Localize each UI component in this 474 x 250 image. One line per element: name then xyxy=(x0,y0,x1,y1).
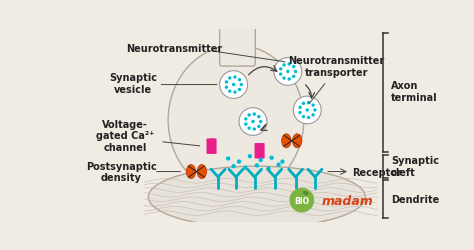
Text: BIO: BIO xyxy=(294,196,310,205)
Circle shape xyxy=(288,78,291,81)
Ellipse shape xyxy=(282,134,291,148)
Circle shape xyxy=(243,166,247,170)
FancyBboxPatch shape xyxy=(219,28,255,67)
Circle shape xyxy=(237,160,241,164)
Text: Voltage-
gated Ca²⁺
channel: Voltage- gated Ca²⁺ channel xyxy=(96,119,155,152)
Circle shape xyxy=(232,84,235,87)
Circle shape xyxy=(307,101,310,105)
Text: Synaptic
cleft: Synaptic cleft xyxy=(391,156,439,177)
Circle shape xyxy=(233,76,237,80)
Text: Neurotransmitter: Neurotransmitter xyxy=(126,44,222,54)
Circle shape xyxy=(276,163,281,167)
Circle shape xyxy=(247,127,251,130)
Circle shape xyxy=(280,160,284,164)
Circle shape xyxy=(259,120,263,124)
Circle shape xyxy=(228,90,231,94)
Circle shape xyxy=(302,102,305,106)
FancyBboxPatch shape xyxy=(255,144,262,159)
Circle shape xyxy=(259,158,263,162)
Circle shape xyxy=(248,154,252,159)
Circle shape xyxy=(257,116,261,119)
Circle shape xyxy=(225,86,228,90)
Circle shape xyxy=(269,156,274,160)
Circle shape xyxy=(238,88,241,92)
Circle shape xyxy=(307,116,310,120)
Circle shape xyxy=(231,164,236,169)
Circle shape xyxy=(286,70,290,74)
Ellipse shape xyxy=(186,165,196,179)
Circle shape xyxy=(292,75,295,79)
Text: Postsynaptic
density: Postsynaptic density xyxy=(86,161,156,183)
Circle shape xyxy=(311,104,315,107)
Circle shape xyxy=(292,66,295,69)
Circle shape xyxy=(283,64,286,67)
Circle shape xyxy=(239,84,243,87)
Ellipse shape xyxy=(168,46,304,195)
Circle shape xyxy=(239,108,267,136)
Circle shape xyxy=(294,70,297,74)
Ellipse shape xyxy=(148,166,365,228)
Circle shape xyxy=(253,128,256,131)
Ellipse shape xyxy=(292,134,302,148)
Circle shape xyxy=(283,77,286,80)
Circle shape xyxy=(219,72,247,99)
Circle shape xyxy=(279,68,283,71)
Circle shape xyxy=(228,77,231,80)
Circle shape xyxy=(233,91,237,94)
Circle shape xyxy=(226,157,230,161)
FancyBboxPatch shape xyxy=(207,139,213,154)
Circle shape xyxy=(266,167,271,171)
Text: Synaptic
vesicle: Synaptic vesicle xyxy=(109,73,157,94)
Ellipse shape xyxy=(303,191,309,196)
Circle shape xyxy=(244,118,247,121)
Circle shape xyxy=(306,109,309,112)
Circle shape xyxy=(311,114,315,117)
Text: Neurotransmitter
transporter: Neurotransmitter transporter xyxy=(289,56,385,78)
Circle shape xyxy=(313,109,317,112)
Text: Dendrite: Dendrite xyxy=(391,194,439,204)
Circle shape xyxy=(244,123,247,126)
Text: Receptor: Receptor xyxy=(352,167,402,177)
FancyBboxPatch shape xyxy=(210,139,217,154)
Circle shape xyxy=(298,106,302,110)
Circle shape xyxy=(302,116,305,119)
Circle shape xyxy=(247,114,251,117)
Circle shape xyxy=(274,58,302,86)
Circle shape xyxy=(298,112,302,115)
Ellipse shape xyxy=(197,165,207,179)
Circle shape xyxy=(288,63,291,66)
Circle shape xyxy=(290,188,314,212)
Circle shape xyxy=(255,164,259,168)
Text: Axon
terminal: Axon terminal xyxy=(391,80,438,102)
Circle shape xyxy=(225,81,228,84)
Circle shape xyxy=(238,79,241,82)
FancyBboxPatch shape xyxy=(258,144,264,159)
Circle shape xyxy=(251,120,255,124)
Circle shape xyxy=(253,113,256,116)
Circle shape xyxy=(279,73,283,76)
Text: madam: madam xyxy=(321,194,373,207)
Circle shape xyxy=(257,125,261,128)
Circle shape xyxy=(293,97,321,124)
